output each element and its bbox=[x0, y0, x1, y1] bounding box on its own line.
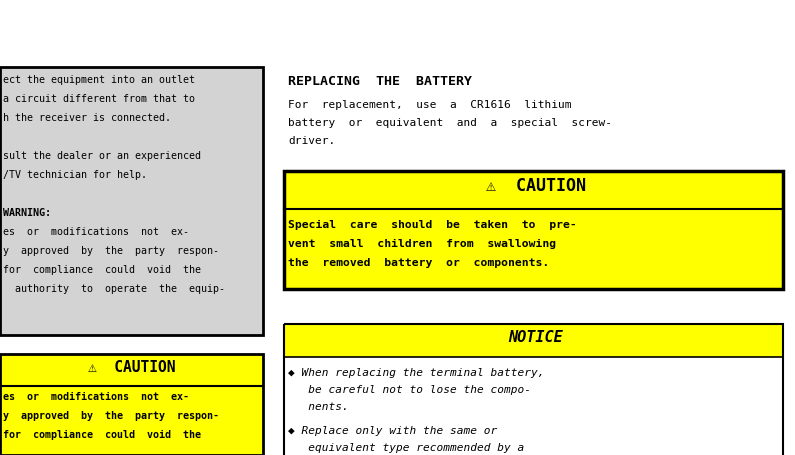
Text: ◆ When replacing the terminal battery,: ◆ When replacing the terminal battery, bbox=[288, 367, 545, 377]
Text: For  replacement,  use  a  CR1616  lithium: For replacement, use a CR1616 lithium bbox=[288, 100, 572, 110]
Bar bbox=[284, 324, 783, 455]
Text: sult the dealer or an experienced: sult the dealer or an experienced bbox=[3, 151, 201, 161]
Text: for  compliance  could  void  the: for compliance could void the bbox=[3, 429, 201, 439]
Text: y  approved  by  the  party  respon-: y approved by the party respon- bbox=[3, 245, 219, 255]
Text: es  or  modifications  not  ex-: es or modifications not ex- bbox=[3, 227, 189, 237]
Text: battery  or  equivalent  and  a  special  screw-: battery or equivalent and a special scre… bbox=[288, 118, 612, 128]
Text: ⚠  CAUTION: ⚠ CAUTION bbox=[87, 359, 175, 374]
Bar bbox=[0, 354, 263, 455]
Text: authority  to  operate  the  equip-: authority to operate the equip- bbox=[3, 283, 225, 293]
Bar bbox=[0, 354, 263, 386]
Text: equivalent type recommended by a: equivalent type recommended by a bbox=[288, 442, 524, 452]
Text: the  removed  battery  or  components.: the removed battery or components. bbox=[288, 258, 549, 268]
Text: REPLACING  THE  BATTERY: REPLACING THE BATTERY bbox=[288, 75, 472, 88]
Text: ⚠  CAUTION: ⚠ CAUTION bbox=[486, 177, 585, 195]
Text: y  approved  by  the  party  respon-: y approved by the party respon- bbox=[3, 410, 219, 420]
Text: nents.: nents. bbox=[288, 401, 349, 411]
Text: Special  care  should  be  taken  to  pre-: Special care should be taken to pre- bbox=[288, 219, 576, 229]
Text: NOTICE: NOTICE bbox=[508, 329, 563, 344]
Text: /TV technician for help.: /TV technician for help. bbox=[3, 170, 147, 180]
Bar bbox=[284, 324, 783, 357]
Bar bbox=[284, 210, 783, 289]
Text: for  compliance  could  void  the: for compliance could void the bbox=[3, 264, 201, 274]
Bar bbox=[0, 68, 263, 335]
Text: a circuit different from that to: a circuit different from that to bbox=[3, 94, 195, 104]
Text: ect the equipment into an outlet: ect the equipment into an outlet bbox=[3, 75, 195, 85]
Text: es  or  modifications  not  ex-: es or modifications not ex- bbox=[3, 391, 189, 401]
Text: ◆ Replace only with the same or: ◆ Replace only with the same or bbox=[288, 425, 497, 435]
Text: vent  small  children  from  swallowing: vent small children from swallowing bbox=[288, 238, 556, 248]
Text: be careful not to lose the compo-: be careful not to lose the compo- bbox=[288, 384, 531, 394]
Text: WARNING:: WARNING: bbox=[3, 207, 51, 217]
Bar bbox=[284, 172, 783, 210]
Bar bbox=[284, 357, 783, 455]
Text: driver.: driver. bbox=[288, 136, 335, 146]
Bar bbox=[0, 386, 263, 455]
Text: h the receiver is connected.: h the receiver is connected. bbox=[3, 113, 171, 123]
Bar bbox=[284, 172, 783, 289]
